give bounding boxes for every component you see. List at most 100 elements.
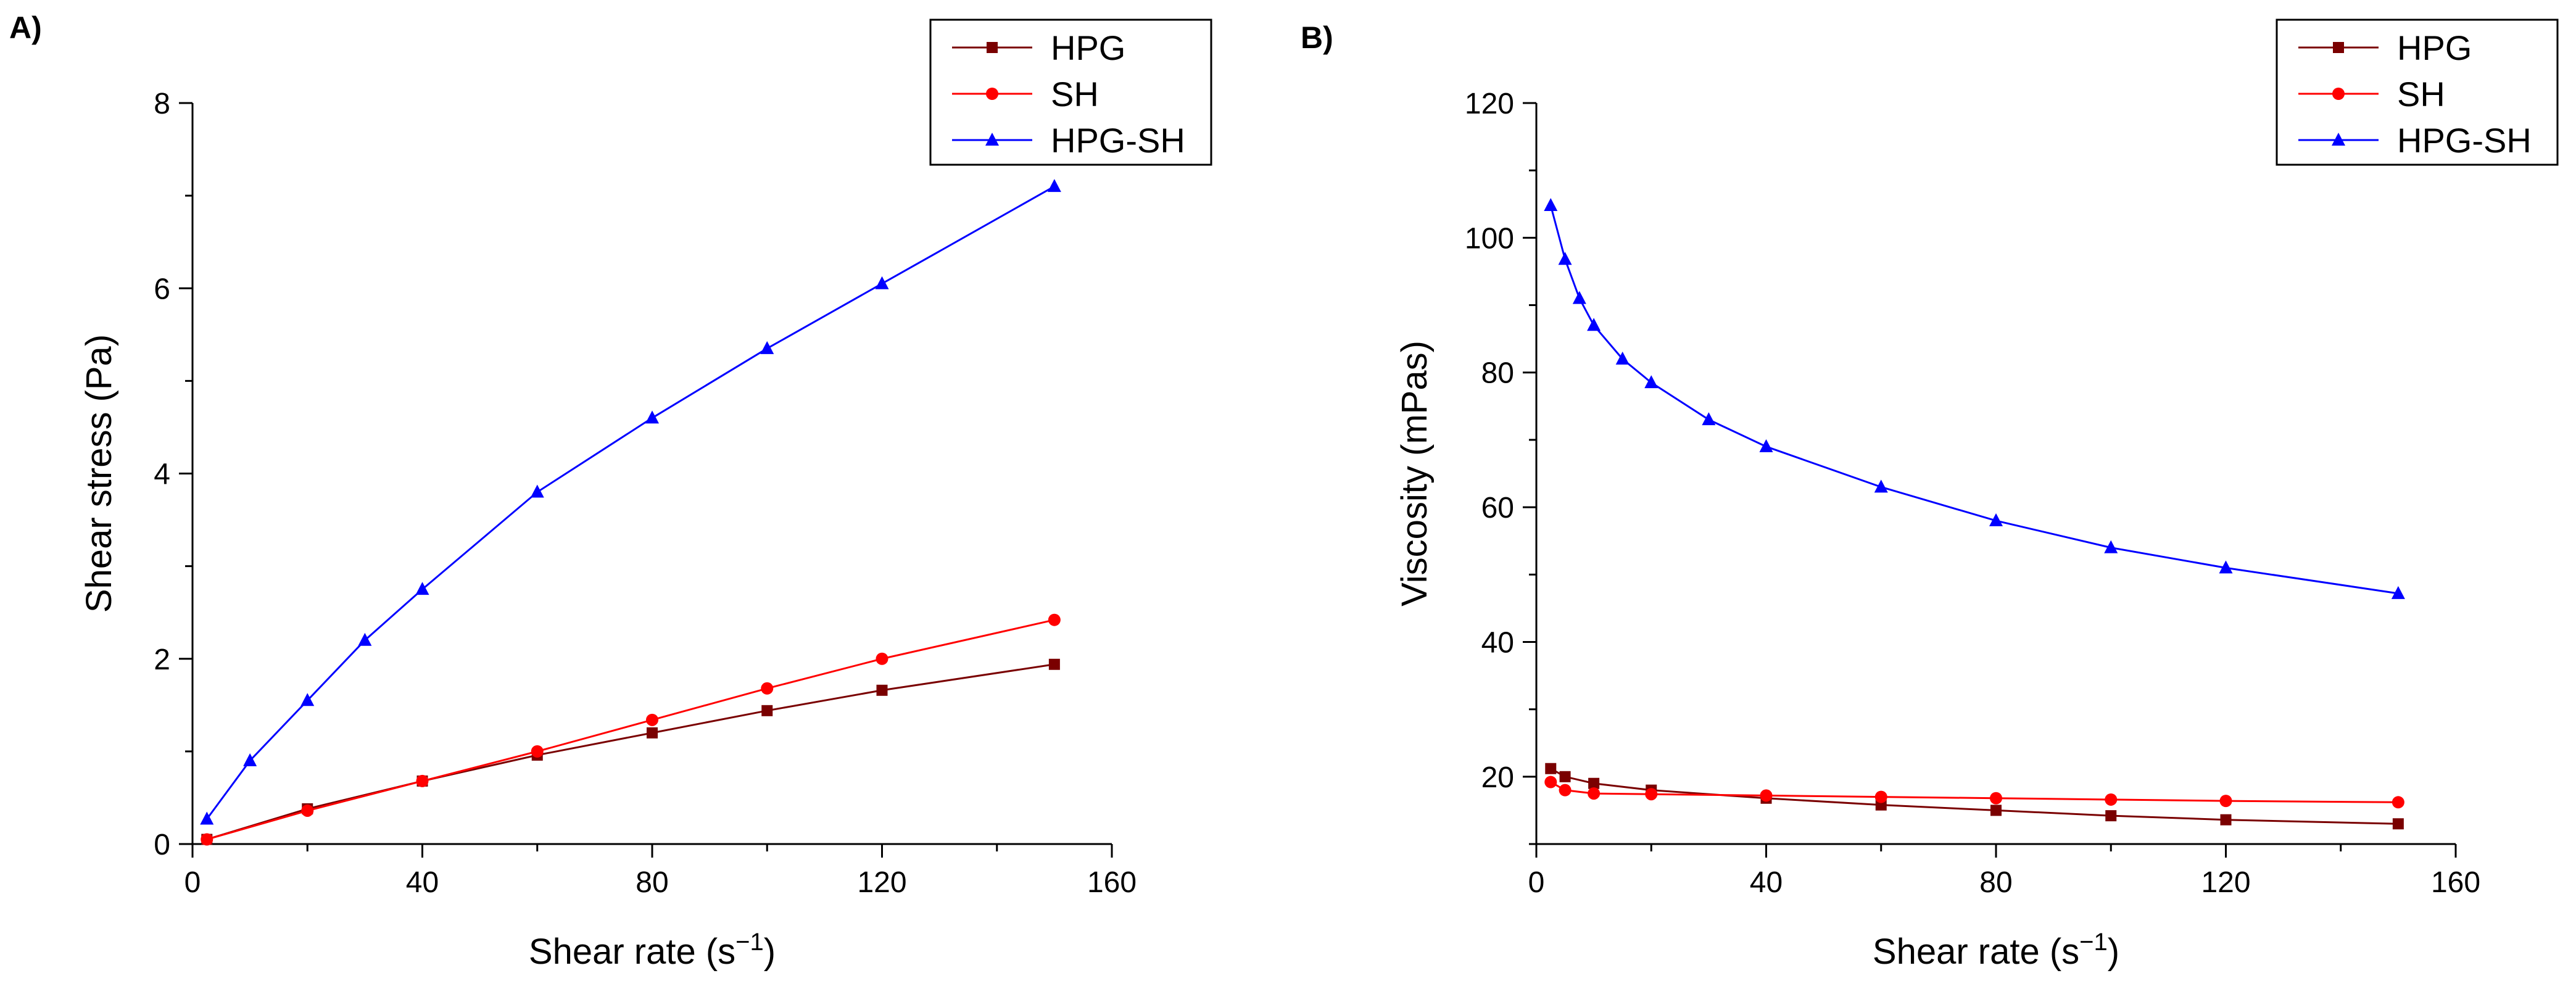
data-point	[1587, 318, 1601, 331]
legend-label: HPG	[2397, 28, 2472, 67]
data-point	[645, 410, 659, 424]
legend-label: SH	[1051, 75, 1099, 114]
x-tick-label: 160	[1087, 866, 1137, 899]
data-point	[761, 682, 774, 695]
y-tick-label: 20	[1481, 761, 1514, 794]
data-point	[2391, 586, 2405, 599]
chart-panel-a: A) 0 40 80 120 160 0 2 4 6 8 Shear rate (s−1) Shear …	[9, 10, 1212, 972]
data-point	[415, 582, 429, 595]
series-line	[206, 619, 1055, 840]
x-tick-label: 40	[406, 866, 439, 899]
data-point	[1874, 790, 1887, 803]
series-hpg-sh	[1544, 197, 2405, 599]
x-tick-label: 0	[184, 866, 201, 899]
x-axis-title: Shear rate (s−1)	[529, 929, 776, 972]
legend-marker	[2333, 42, 2344, 53]
data-point	[2392, 796, 2404, 809]
y-tick-label: 40	[1481, 626, 1514, 659]
data-point	[1572, 291, 1586, 304]
data-point	[1047, 179, 1061, 192]
data-point	[1544, 197, 1558, 211]
legend-marker	[987, 42, 998, 53]
series-line	[206, 663, 1055, 840]
series-hpg	[201, 658, 1060, 845]
data-point	[1644, 375, 1659, 389]
data-point	[2104, 540, 2118, 553]
data-point	[1048, 613, 1061, 626]
data-point	[2105, 810, 2117, 822]
data-point	[358, 632, 372, 646]
data-point	[1588, 777, 1600, 789]
data-point	[201, 833, 213, 846]
data-point	[416, 774, 429, 787]
legend-label: SH	[2397, 75, 2445, 114]
panel-label: A)	[9, 10, 42, 45]
legend-marker	[2332, 133, 2345, 146]
data-point	[301, 804, 314, 817]
data-point	[200, 811, 214, 825]
x-tick-label: 0	[1528, 866, 1545, 899]
series-line	[1550, 768, 2398, 825]
series-sh	[1544, 776, 2404, 809]
y-axis-title: Viscosity (mPas)	[1394, 341, 1435, 606]
data-point	[1559, 771, 1571, 782]
x-tick-label: 40	[1750, 866, 1783, 899]
legend-label: HPG-SH	[2397, 121, 2532, 160]
data-point	[1048, 658, 1060, 670]
legend: HPG SH HPG-SH	[929, 19, 1212, 166]
data-point	[1559, 784, 1572, 797]
data-point	[1760, 789, 1773, 802]
series-hpg-sh	[200, 179, 1061, 825]
y-tick-label: 80	[1481, 357, 1514, 390]
y-tick-label: 6	[154, 273, 170, 305]
panel-label: B)	[1301, 20, 1333, 55]
data-point	[1990, 805, 2002, 816]
y-tick-label: 8	[154, 88, 170, 120]
data-point	[1615, 351, 1630, 365]
data-point	[646, 713, 658, 726]
data-point	[875, 276, 889, 289]
data-point	[1645, 788, 1658, 801]
x-tick-label: 80	[1979, 866, 2012, 899]
chart-panel-b: B) 0 40 80 120 160 20 40 60 80 100 120 Shear rate (s…	[1301, 19, 2559, 972]
data-point	[1545, 763, 1557, 774]
legend-label: HPG-SH	[1051, 121, 1185, 160]
series-line	[1549, 205, 2399, 595]
data-point	[2220, 814, 2232, 826]
data-point	[1874, 479, 1888, 493]
data-point	[1990, 792, 2002, 805]
data-point	[530, 484, 544, 498]
x-tick-label: 120	[857, 866, 906, 899]
data-point	[2392, 818, 2404, 830]
x-tick-label: 120	[2201, 866, 2250, 899]
data-point	[647, 727, 658, 739]
series-line	[1550, 781, 2398, 803]
data-point	[1759, 439, 1773, 452]
data-point	[531, 745, 544, 758]
data-point	[876, 684, 888, 696]
data-point	[1544, 776, 1557, 789]
x-tick-label: 160	[2431, 866, 2480, 899]
data-point	[300, 693, 315, 706]
data-point	[243, 753, 257, 766]
data-point	[2219, 795, 2232, 808]
series-sh	[201, 613, 1061, 846]
series-hpg	[1545, 763, 2404, 830]
y-tick-label: 4	[154, 458, 170, 491]
data-point	[761, 705, 773, 716]
data-point	[1558, 252, 1572, 265]
y-axis-title: Shear stress (Pa)	[79, 334, 119, 613]
legend-marker	[985, 133, 999, 146]
y-tick-label: 60	[1481, 492, 1514, 524]
y-tick-label: 2	[154, 644, 170, 676]
data-point	[2219, 560, 2233, 574]
data-point	[876, 652, 888, 665]
y-tick-label: 120	[1465, 88, 1514, 120]
data-point	[1588, 787, 1601, 800]
data-point	[1989, 513, 2003, 526]
x-axis-title: Shear rate (s−1)	[1873, 929, 2119, 972]
legend-marker	[2332, 88, 2345, 100]
data-point	[2105, 793, 2118, 806]
data-point	[760, 341, 774, 354]
